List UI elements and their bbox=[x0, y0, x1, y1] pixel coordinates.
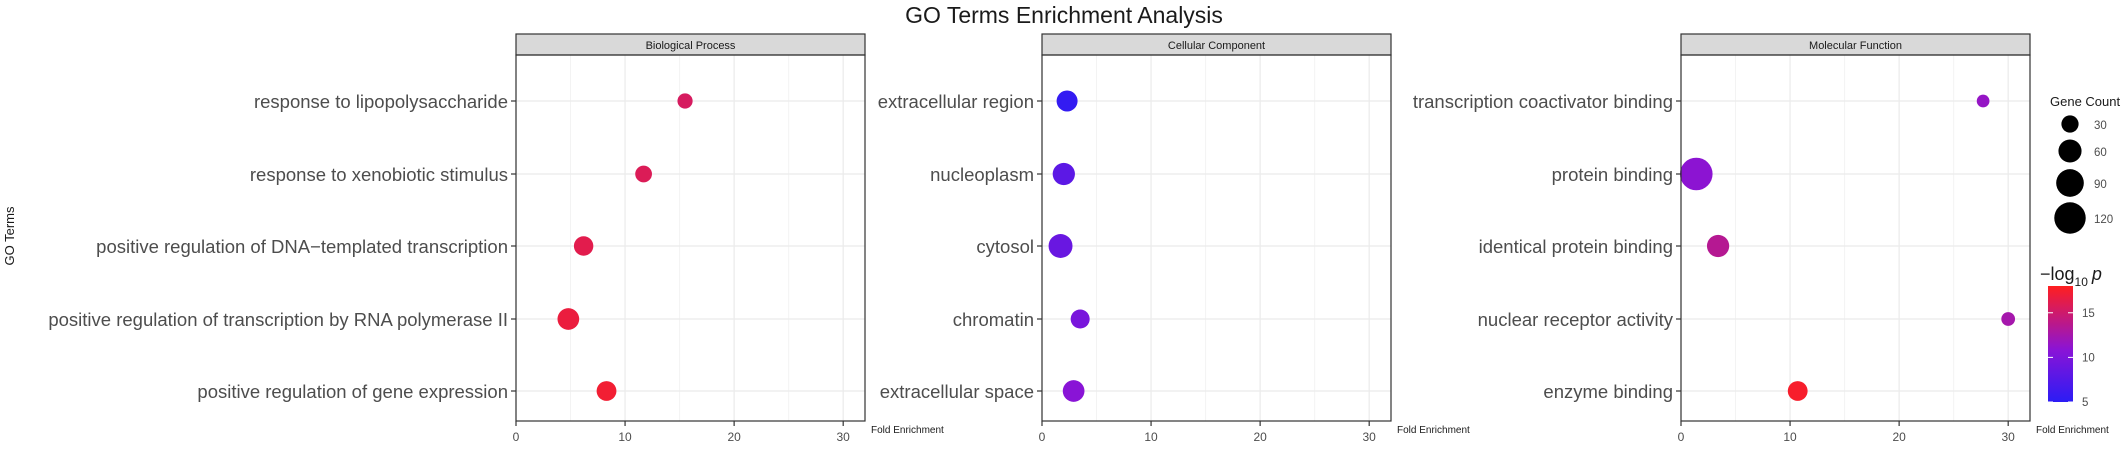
chart-title: GO Terms Enrichment Analysis bbox=[905, 2, 1223, 28]
x-tick-label: 20 bbox=[1892, 430, 1906, 444]
data-point-transcription-coactivator-binding bbox=[1976, 94, 1990, 108]
y-tick-label: positive regulation of DNA−templated tra… bbox=[96, 236, 508, 257]
x-tick-label: 0 bbox=[513, 430, 520, 444]
x-tick-label: 0 bbox=[1678, 430, 1685, 444]
facet-label-biological-process: Biological Process bbox=[646, 40, 736, 52]
size-legend-label: 120 bbox=[2094, 214, 2113, 226]
data-point-positive-regulation-of-dna-templated-transcription bbox=[573, 236, 594, 256]
x-axis-label: Fold Enrichment bbox=[871, 425, 944, 436]
size-legend-key-120 bbox=[2054, 202, 2086, 234]
y-tick-label: extracellular region bbox=[878, 91, 1034, 112]
color-legend-label: 10 bbox=[2082, 352, 2095, 364]
data-point-extracellular-space bbox=[1062, 380, 1085, 402]
data-point-extracellular-region bbox=[1056, 90, 1078, 112]
data-point-protein-binding bbox=[1679, 157, 1713, 191]
y-tick-label: transcription coactivator binding bbox=[1413, 91, 1673, 112]
x-axis-label: Fold Enrichment bbox=[2036, 425, 2109, 436]
panel-cellular-component: Cellular Component extracellular region nu… bbox=[878, 33, 1470, 444]
panel-border bbox=[1041, 54, 1392, 422]
y-tick-label: positive regulation of transcription by … bbox=[48, 309, 508, 330]
plot-area bbox=[1042, 55, 1391, 421]
y-tick-label: nucleoplasm bbox=[930, 164, 1034, 185]
y-tick-label: chromatin bbox=[953, 309, 1034, 330]
y-tick-label: enzyme binding bbox=[1543, 381, 1673, 402]
data-point-response-to-lipopolysaccharide bbox=[677, 93, 693, 109]
data-point-response-to-xenobiotic-stimulus bbox=[635, 165, 652, 183]
y-tick-label: nuclear receptor activity bbox=[1478, 309, 1674, 330]
data-point-enzyme-binding bbox=[1787, 381, 1808, 401]
x-tick-label: 10 bbox=[1144, 430, 1158, 444]
panel-border bbox=[1680, 54, 2031, 422]
facet-label-molecular-function: Molecular Function bbox=[1809, 40, 1902, 52]
x-tick-label: 20 bbox=[1253, 430, 1267, 444]
x-tick-label: 10 bbox=[1783, 430, 1797, 444]
panel-border bbox=[515, 54, 866, 422]
size-legend: Gene Count 30 60 90 120 bbox=[2050, 94, 2120, 234]
y-tick-label: extracellular space bbox=[880, 381, 1034, 402]
color-legend-bar bbox=[2048, 286, 2073, 402]
color-legend-title: −log10 p bbox=[2040, 264, 2102, 289]
x-tick-label: 10 bbox=[618, 430, 632, 444]
x-tick-label: 30 bbox=[1363, 430, 1377, 444]
color-legend-label: 5 bbox=[2082, 397, 2088, 409]
facet-label-cellular-component: Cellular Component bbox=[1168, 40, 1265, 52]
y-axis-label: GO Terms bbox=[2, 206, 17, 265]
plot-area bbox=[516, 55, 865, 421]
y-tick-label: cytosol bbox=[976, 236, 1034, 257]
color-legend: −log10 p 5 10 15 bbox=[2040, 264, 2102, 409]
plot-area bbox=[1681, 55, 2030, 421]
size-legend-label: 30 bbox=[2094, 120, 2107, 132]
panel-biological-process: Biological Process response to lipopolysa… bbox=[48, 33, 944, 444]
data-point-cytosol bbox=[1048, 234, 1073, 258]
y-tick-label: identical protein binding bbox=[1479, 236, 1673, 257]
data-point-chromatin bbox=[1070, 309, 1090, 329]
x-tick-label: 30 bbox=[2002, 430, 2016, 444]
size-legend-key-30 bbox=[2061, 115, 2079, 133]
data-point-positive-regulation-of-transcription-by-rna-polymerase-ii bbox=[557, 308, 580, 330]
y-tick-label: response to lipopolysaccharide bbox=[254, 91, 508, 112]
size-legend-title: Gene Count bbox=[2050, 94, 2120, 109]
x-tick-label: 20 bbox=[727, 430, 741, 444]
color-legend-label: 15 bbox=[2082, 308, 2095, 320]
x-tick-label: 0 bbox=[1039, 430, 1046, 444]
data-point-positive-regulation-of-gene-expression bbox=[596, 381, 617, 401]
data-point-nucleoplasm bbox=[1052, 162, 1075, 186]
y-tick-label: response to xenobiotic stimulus bbox=[250, 164, 508, 185]
size-legend-label: 90 bbox=[2094, 179, 2107, 191]
x-axis-label: Fold Enrichment bbox=[1397, 425, 1470, 436]
size-legend-key-60 bbox=[2058, 139, 2082, 163]
x-tick-label: 30 bbox=[837, 430, 851, 444]
size-legend-label: 60 bbox=[2094, 147, 2107, 159]
panel-molecular-function: Molecular Function transcription coactiva… bbox=[1413, 33, 2109, 444]
data-point-identical-protein-binding bbox=[1706, 234, 1730, 258]
data-point-nuclear-receptor-activity bbox=[2001, 312, 2016, 326]
y-tick-label: protein binding bbox=[1552, 164, 1673, 185]
y-tick-label: positive regulation of gene expression bbox=[197, 381, 508, 402]
size-legend-key-90 bbox=[2056, 169, 2084, 197]
